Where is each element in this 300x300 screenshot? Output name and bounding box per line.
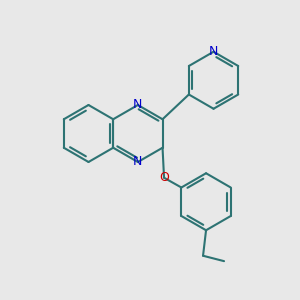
- Text: O: O: [159, 171, 169, 184]
- Text: N: N: [133, 98, 142, 112]
- Text: N: N: [133, 155, 142, 169]
- Text: N: N: [209, 45, 218, 58]
